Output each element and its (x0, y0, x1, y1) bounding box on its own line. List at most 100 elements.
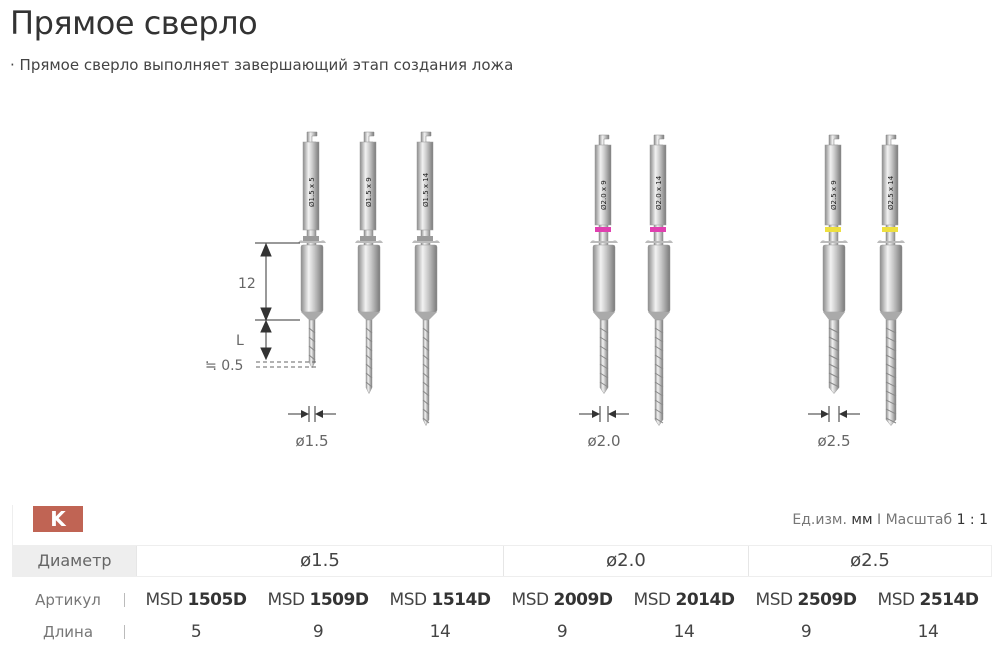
drill-tip (422, 319, 430, 427)
scale-value: 1 : 1 (956, 512, 988, 528)
drill-collar (820, 240, 848, 243)
drill-collar (877, 240, 905, 243)
divider (12, 505, 13, 545)
flute-mark (885, 390, 897, 397)
drill-collar (590, 240, 618, 243)
length-cell: 9 (556, 622, 568, 642)
drill-neck (358, 312, 380, 320)
drill-neck (301, 312, 323, 320)
flute-mark (654, 363, 664, 370)
flute-mark (885, 336, 897, 343)
article-row: Артикул MSD 1505D MSD 1509D MSD 1514D MSD 2… (12, 587, 992, 613)
drill-shaft (881, 144, 899, 226)
flute-mark (365, 372, 373, 379)
drill-label: Ø1.5 x 9 (365, 177, 373, 207)
flute-mark (885, 381, 897, 388)
flute-mark (654, 390, 664, 397)
article-cell: MSD 1514D (379, 590, 501, 610)
flute-mark (422, 336, 430, 343)
drill: Ø1.5 x 14 (412, 131, 440, 427)
color-band (650, 227, 666, 232)
flute-mark (365, 354, 373, 361)
flute-mark (654, 336, 664, 343)
color-band (825, 227, 841, 232)
diameter-2-5: ø2.5 (748, 546, 991, 576)
drill: Ø2.0 x 9 (590, 134, 618, 395)
drill: Ø1.5 x 5 (298, 131, 326, 369)
separator (124, 593, 125, 607)
flute-mark (365, 327, 373, 334)
drill-shaft (359, 141, 377, 231)
flute-mark (365, 336, 373, 343)
flute-mark (599, 327, 609, 334)
flute-mark (308, 345, 316, 352)
drill-shaft (302, 141, 320, 231)
flute-mark (365, 363, 373, 370)
drill-body (592, 244, 616, 313)
drill-body (879, 244, 903, 313)
drill-label: Ø2.0 x 9 (600, 180, 608, 210)
color-band (360, 236, 376, 241)
color-band (882, 227, 898, 232)
article-code: 2509D (797, 590, 857, 610)
drill-shaft (594, 144, 612, 226)
article-code: 2014D (675, 590, 735, 610)
flute-mark (308, 327, 316, 334)
diameter-label: ø2.0 (587, 432, 620, 450)
separator (124, 625, 125, 639)
drill-shaft (824, 144, 842, 226)
diameter-dimension: ø2.5 (808, 406, 860, 450)
flute-mark (599, 354, 609, 361)
drill-body (647, 244, 671, 313)
flute-mark (599, 336, 609, 343)
drill: Ø2.5 x 9 (820, 134, 848, 394)
dim-12-label: 12 (238, 276, 256, 292)
flute-mark (422, 399, 430, 406)
article-cell: MSD 1505D (135, 590, 257, 610)
article-prefix: MSD (145, 590, 184, 610)
flute-mark (422, 408, 430, 415)
drill-tip (654, 319, 664, 427)
flute-mark (599, 381, 609, 388)
diameter-dimension: ø2.0 (579, 406, 629, 450)
length-label: Длина (42, 623, 94, 641)
page-title: Прямое сверло (10, 4, 258, 42)
drill-body (822, 244, 846, 313)
article-cell: MSD 2009D (501, 590, 623, 610)
flute-mark (422, 372, 430, 379)
drill-body (300, 244, 324, 313)
article-prefix: MSD (389, 590, 428, 610)
drill-neck (593, 312, 615, 320)
flute-mark (828, 381, 840, 388)
length-cell: 14 (429, 622, 451, 642)
flute-mark (308, 354, 316, 361)
diameter-dimension: ø1.5 (288, 406, 336, 450)
drill: Ø2.0 x 14 (645, 134, 673, 427)
article-cell: MSD 2514D (867, 590, 989, 610)
diameter-label: ø1.5 (295, 432, 328, 450)
flute-mark (422, 354, 430, 361)
drill-label: Ø1.5 x 5 (308, 177, 316, 207)
length-cell: 5 (190, 622, 202, 642)
flute-mark (654, 417, 664, 424)
article-cell: MSD 2014D (623, 590, 745, 610)
flute-mark (828, 363, 840, 370)
units-sep: I (876, 512, 882, 528)
drill-label: Ø2.5 x 9 (830, 180, 838, 210)
flute-mark (885, 363, 897, 370)
drill-neck (648, 312, 670, 320)
flute-mark (422, 381, 430, 388)
drill-illustration: Ø1.5 x 5 Ø1.5 x 9 Ø1.5 x 14 Ø2.0 x 9 Ø2.0 x … (205, 131, 905, 450)
flute-mark (885, 408, 897, 415)
diameter-label: Диаметр (13, 546, 136, 576)
flute-mark (885, 399, 897, 406)
drill-collar (298, 240, 326, 243)
flute-mark (828, 372, 840, 379)
flute-mark (654, 372, 664, 379)
diameter-1-5: ø1.5 (136, 546, 503, 576)
flute-mark (885, 327, 897, 334)
drill-tip (308, 319, 316, 369)
article-prefix: MSD (511, 590, 550, 610)
flute-mark (422, 390, 430, 397)
